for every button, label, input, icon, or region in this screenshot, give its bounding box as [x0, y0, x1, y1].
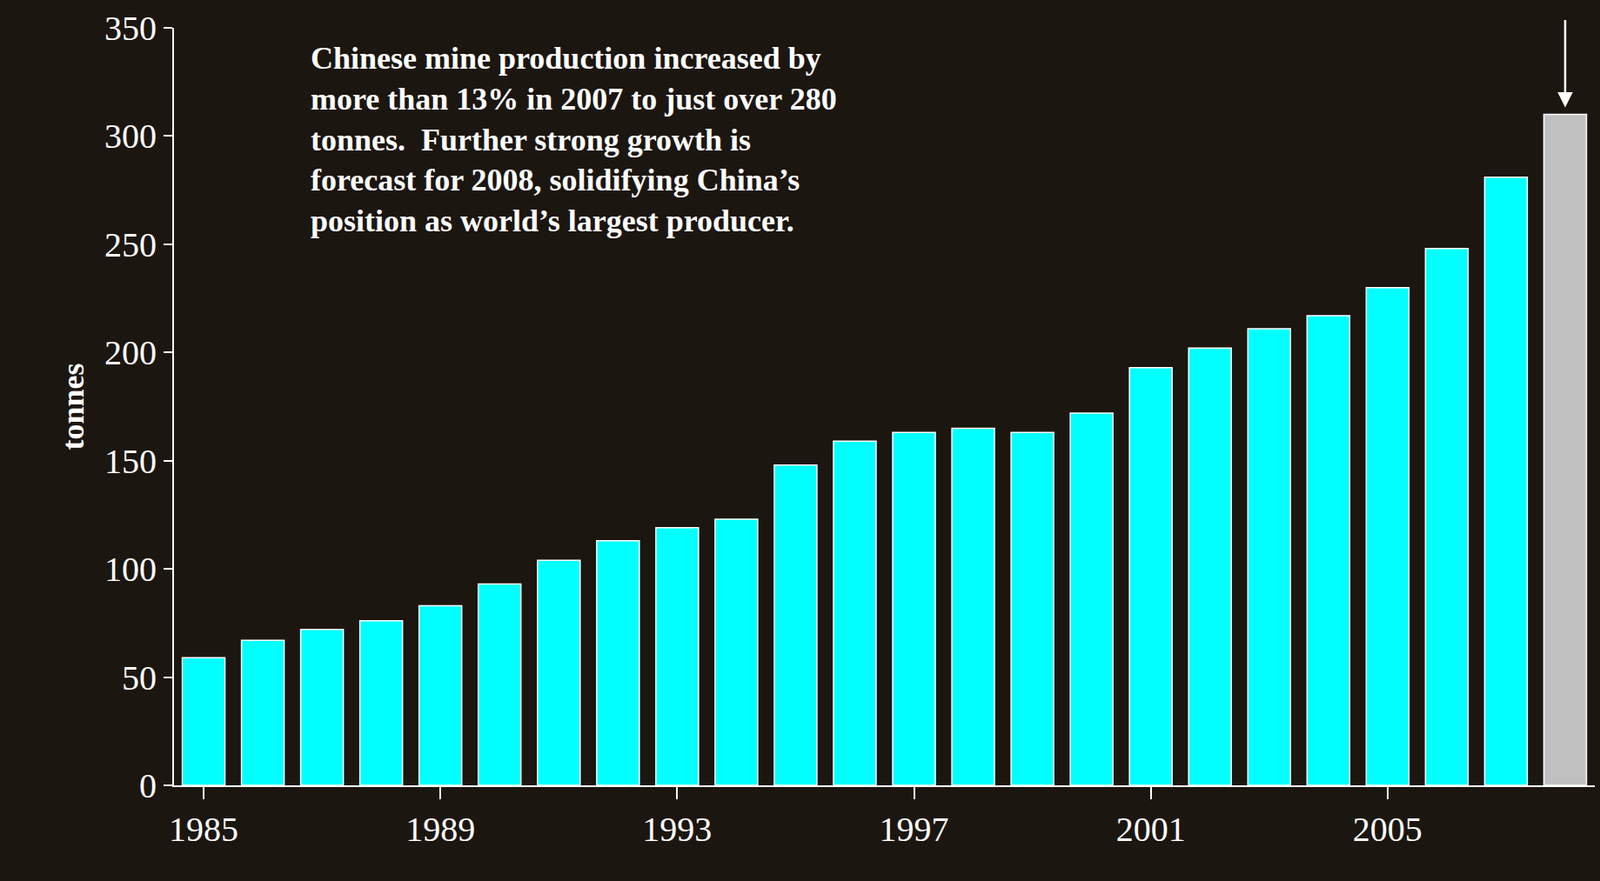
- svg-text:0: 0: [139, 766, 157, 806]
- svg-text:300: 300: [104, 116, 157, 156]
- svg-text:2001: 2001: [1116, 810, 1186, 850]
- svg-text:150: 150: [104, 441, 157, 482]
- svg-text:250: 250: [104, 225, 157, 265]
- svg-text:1985: 1985: [168, 810, 239, 850]
- svg-text:2005: 2005: [1352, 810, 1423, 850]
- svg-text:tonnes: tonnes: [55, 362, 91, 450]
- svg-text:50: 50: [121, 658, 157, 698]
- svg-text:350: 350: [104, 8, 157, 48]
- svg-text:Chinese mine production increa: Chinese mine production increased bymore…: [310, 40, 837, 239]
- svg-text:1997: 1997: [879, 810, 950, 850]
- svg-text:1993: 1993: [642, 810, 712, 850]
- svg-text:100: 100: [104, 549, 157, 590]
- svg-text:1989: 1989: [405, 810, 476, 850]
- svg-text:200: 200: [104, 333, 157, 373]
